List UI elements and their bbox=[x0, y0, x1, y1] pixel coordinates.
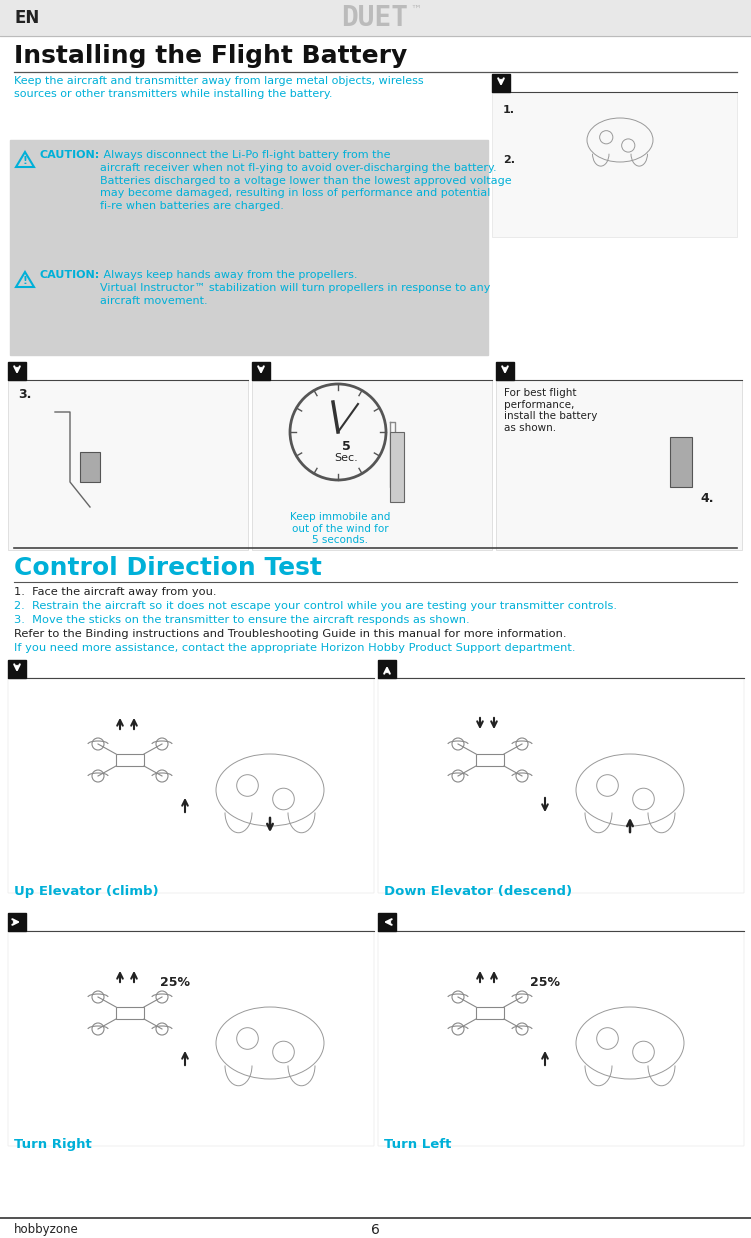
Text: 3.: 3. bbox=[18, 387, 32, 401]
Bar bbox=[252, 361, 270, 380]
Text: !: ! bbox=[23, 276, 28, 286]
Bar bbox=[8, 931, 374, 1146]
Bar bbox=[0, 0, 751, 36]
Bar bbox=[8, 660, 26, 678]
Bar bbox=[10, 140, 488, 355]
Text: 25%: 25% bbox=[160, 976, 190, 989]
Text: 2.  Restrain the aircraft so it does not escape your control while you are testi: 2. Restrain the aircraft so it does not … bbox=[14, 600, 617, 612]
Text: hobbyzone: hobbyzone bbox=[14, 1223, 79, 1236]
Text: CAUTION:: CAUTION: bbox=[40, 150, 100, 160]
Text: Turn Left: Turn Left bbox=[384, 1138, 451, 1151]
Bar bbox=[8, 361, 26, 380]
Bar bbox=[496, 361, 514, 380]
Bar bbox=[476, 1006, 504, 1019]
Text: Installing the Flight Battery: Installing the Flight Battery bbox=[14, 45, 407, 68]
Text: 25%: 25% bbox=[530, 976, 560, 989]
Bar bbox=[8, 380, 248, 550]
Bar bbox=[80, 452, 100, 482]
Bar bbox=[476, 754, 504, 766]
Bar bbox=[390, 432, 404, 501]
Text: 6: 6 bbox=[370, 1223, 379, 1237]
Text: CAUTION:: CAUTION: bbox=[40, 270, 100, 280]
Text: 1.: 1. bbox=[503, 105, 515, 115]
Text: Up Elevator (climb): Up Elevator (climb) bbox=[14, 885, 158, 898]
Text: 1.  Face the aircraft away from you.: 1. Face the aircraft away from you. bbox=[14, 587, 216, 597]
Text: Down Elevator (descend): Down Elevator (descend) bbox=[384, 885, 572, 898]
Text: 3.  Move the sticks on the transmitter to ensure the aircraft responds as shown.: 3. Move the sticks on the transmitter to… bbox=[14, 615, 469, 625]
Bar bbox=[492, 92, 737, 236]
Bar bbox=[496, 380, 742, 550]
Bar bbox=[8, 678, 374, 893]
Bar bbox=[116, 1006, 144, 1019]
Text: Keep the aircraft and transmitter away from large metal objects, wireless
source: Keep the aircraft and transmitter away f… bbox=[14, 76, 424, 99]
Text: ™: ™ bbox=[410, 5, 421, 15]
Text: If you need more assistance, contact the appropriate Horizon Hobby Product Suppo: If you need more assistance, contact the… bbox=[14, 643, 575, 652]
Bar bbox=[378, 931, 744, 1146]
Bar bbox=[252, 380, 492, 550]
Text: EN: EN bbox=[14, 9, 39, 27]
Text: !: ! bbox=[23, 156, 28, 166]
Text: Sec.: Sec. bbox=[334, 453, 358, 463]
Text: Always disconnect the Li-Po fl­ight battery from the
aircraft receiver when not : Always disconnect the Li-Po fl­ight batt… bbox=[100, 150, 511, 212]
Bar bbox=[492, 74, 510, 92]
Bar bbox=[378, 660, 396, 678]
Bar bbox=[670, 437, 692, 487]
Bar bbox=[116, 754, 144, 766]
Text: 2.: 2. bbox=[503, 155, 515, 165]
Text: For best flight
performance,
install the battery
as shown.: For best flight performance, install the… bbox=[504, 387, 597, 433]
Text: Always keep hands away from the propellers.
Virtual Instructor™ stabilization wi: Always keep hands away from the propelle… bbox=[100, 270, 490, 306]
Text: Turn Right: Turn Right bbox=[14, 1138, 92, 1151]
Text: Control Direction Test: Control Direction Test bbox=[14, 556, 322, 579]
Bar bbox=[378, 678, 744, 893]
Bar bbox=[378, 912, 396, 931]
Text: DUET: DUET bbox=[342, 4, 409, 32]
Text: Keep immobile and
out of the wind for
5 seconds.: Keep immobile and out of the wind for 5 … bbox=[290, 513, 391, 545]
Bar bbox=[8, 912, 26, 931]
Text: Refer to the Binding instructions and Troubleshooting Guide in this manual for m: Refer to the Binding instructions and Tr… bbox=[14, 629, 566, 639]
Text: 4.: 4. bbox=[700, 491, 713, 505]
Text: 5: 5 bbox=[342, 439, 351, 453]
